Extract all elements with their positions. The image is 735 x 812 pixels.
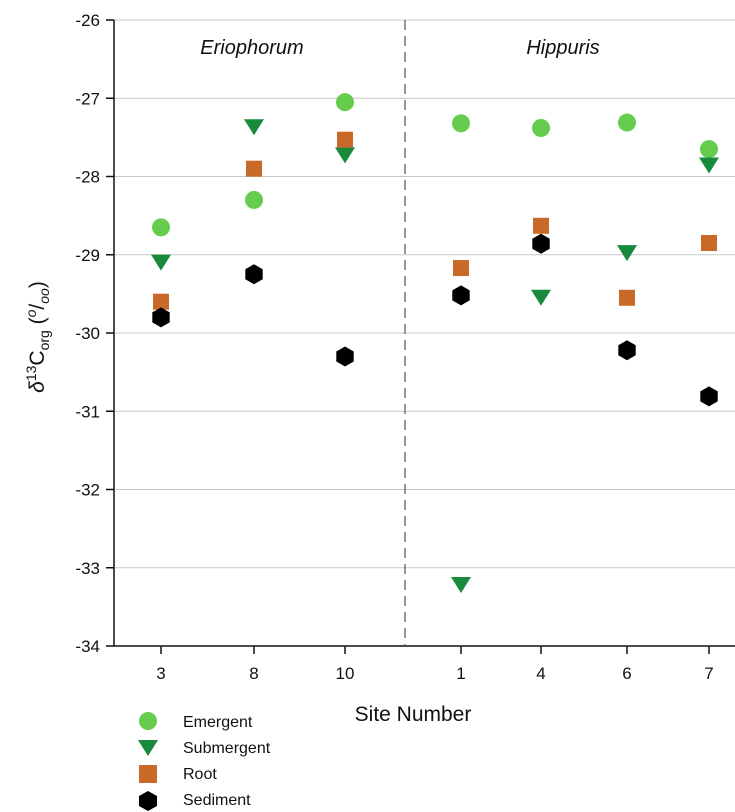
point-submergent-site-1: [451, 576, 471, 593]
y-axis-title-delta: δ: [26, 381, 49, 393]
gridlines: [114, 19, 735, 569]
point-submergent-site-6: [617, 245, 637, 262]
point-emergent-site-10: [336, 93, 354, 112]
point-root-site-8: [246, 160, 262, 177]
y-tick-label: -32: [75, 481, 100, 500]
y-axis-title: δ13Corg (o/oo): [23, 281, 52, 393]
x-tick-label: 4: [536, 664, 545, 683]
point-sediment-site-6: [618, 340, 636, 361]
point-sediment-site-10: [336, 346, 354, 367]
legend-item-submergent: Submergent: [138, 740, 271, 757]
point-emergent-site-6: [618, 113, 636, 132]
point-emergent-site-7: [700, 140, 718, 159]
point-root-site-6: [619, 289, 635, 306]
point-emergent-site-4: [532, 118, 550, 137]
point-root-site-10: [337, 131, 353, 148]
axes: -26 -27 -28 -29 -30 -31 -32 -33 -34 3 8 10 1 4 6 7: [75, 11, 735, 683]
point-root-site-7: [701, 235, 717, 252]
point-root-site-3: [153, 293, 169, 310]
y-axis-title-close: ): [26, 281, 49, 288]
legend-item-root: Root: [139, 765, 217, 783]
y-axis-title-o: o: [23, 309, 39, 317]
legend-label-root: Root: [183, 766, 217, 783]
x-tick-label: 10: [336, 664, 355, 683]
legend-marker-emergent: [139, 712, 157, 730]
point-submergent-site-8: [244, 119, 264, 136]
point-root-site-4: [533, 217, 549, 234]
point-root-site-1: [453, 260, 469, 277]
legend-item-emergent: Emergent: [139, 712, 253, 731]
data-points: [151, 93, 719, 593]
y-tick-label: -29: [75, 246, 100, 265]
point-submergent-site-3: [151, 254, 171, 271]
point-sediment-site-7: [700, 386, 718, 407]
legend-label-submergent: Submergent: [183, 740, 271, 757]
point-submergent-site-10: [335, 147, 355, 164]
legend-marker-root: [139, 765, 157, 783]
y-tick-label: -34: [75, 637, 100, 656]
legend: Emergent Submergent Root Sediment: [138, 712, 271, 811]
y-tick-label: -27: [75, 89, 100, 108]
group-label-hippuris: Hippuris: [526, 37, 599, 59]
point-emergent-site-8: [245, 190, 263, 209]
point-emergent-site-3: [152, 218, 170, 237]
y-tick-label: -30: [75, 324, 100, 343]
point-submergent-site-4: [531, 289, 551, 306]
y-axis-title-oo: oo: [36, 288, 52, 304]
legend-marker-submergent: [138, 740, 158, 756]
y-axis-title-c: C: [26, 350, 49, 365]
x-tick-label: 6: [622, 664, 631, 683]
x-axis-title: Site Number: [355, 703, 472, 726]
x-tick-label: 7: [704, 664, 713, 683]
point-sediment-site-3: [152, 307, 170, 328]
point-sediment-site-1: [452, 285, 470, 306]
y-tick-label: -33: [75, 559, 100, 578]
x-tick-label: 1: [456, 664, 465, 683]
group-label-eriophorum: Eriophorum: [200, 37, 303, 59]
y-axis-title-sub: org: [36, 330, 52, 350]
x-tick-label: 8: [249, 664, 258, 683]
y-tick-label: -26: [75, 11, 100, 30]
legend-marker-sediment: [139, 791, 157, 811]
point-sediment-site-4: [532, 233, 550, 254]
legend-label-emergent: Emergent: [183, 714, 253, 731]
y-axis-title-slash: /: [26, 304, 49, 310]
legend-item-sediment: Sediment: [139, 791, 251, 811]
y-axis-title-sup: 13: [23, 365, 39, 381]
y-tick-label: -31: [75, 402, 100, 421]
y-axis-title-open: (: [26, 317, 49, 330]
legend-label-sediment: Sediment: [183, 792, 251, 809]
x-tick-label: 3: [156, 664, 165, 683]
point-submergent-site-7: [699, 157, 719, 174]
y-tick-label: -28: [75, 168, 100, 187]
point-sediment-site-8: [245, 264, 263, 285]
point-emergent-site-1: [452, 114, 470, 133]
